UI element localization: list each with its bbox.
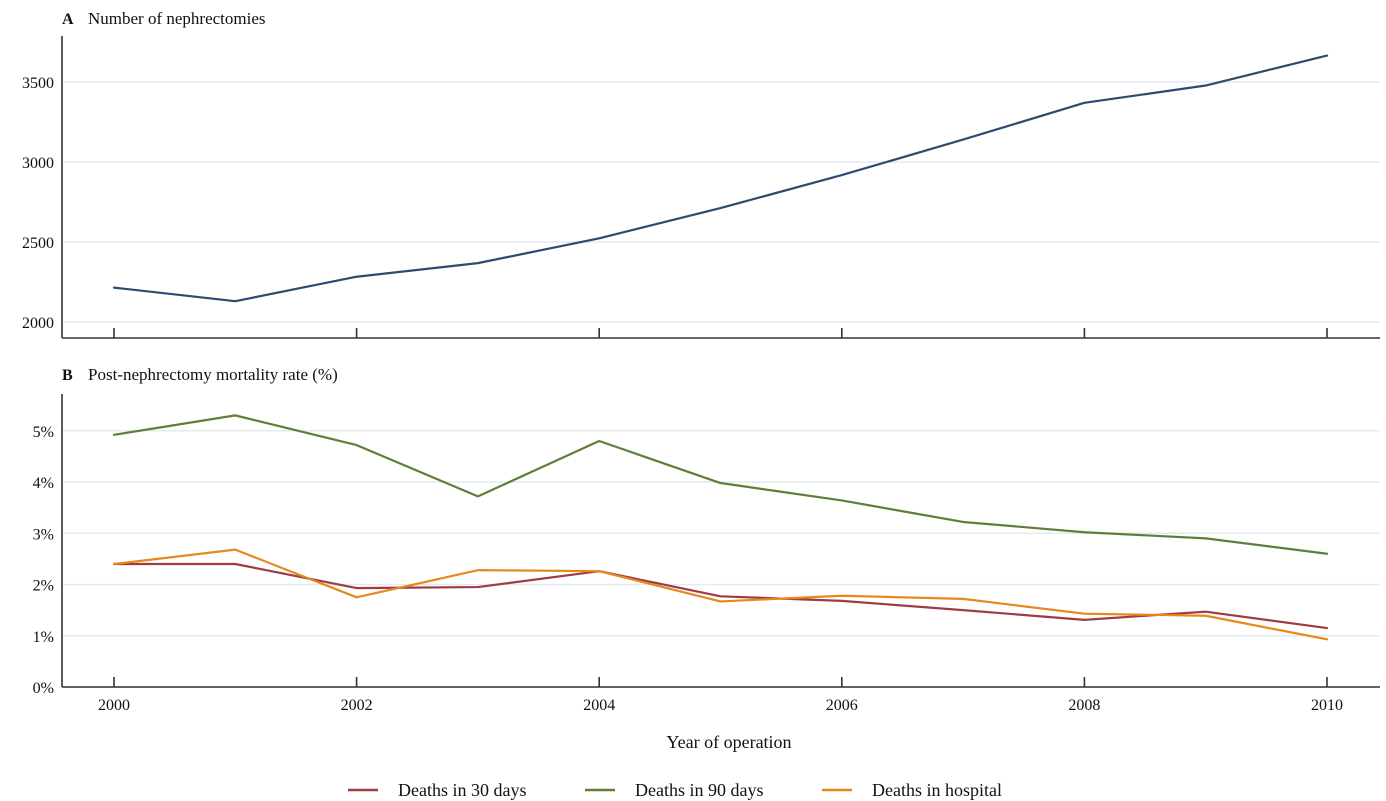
- legend: Deaths in 30 days Deaths in 90 days Deaths…: [348, 780, 1002, 800]
- b-y-tick-label: 1%: [33, 629, 54, 646]
- panel-b-x-tick-labels: 2000 2002 2004 2006 2008 2010: [98, 697, 1343, 714]
- x-tick-label: 2004: [583, 697, 615, 714]
- b-y-tick-label: 3%: [33, 526, 54, 543]
- panel-a: A Number of nephrectomies 2000 2500 3000 35…: [22, 9, 1380, 339]
- legend-label: Deaths in 30 days: [398, 780, 526, 800]
- x-axis-title: Year of operation: [666, 732, 791, 752]
- panel-a-axes: [61, 36, 1380, 339]
- panel-a-y-tick-labels: 2000 2500 3000 3500: [22, 75, 54, 332]
- b-y-tick-label: 0%: [33, 680, 54, 697]
- panel-a-series: [112, 54, 1329, 303]
- panel-a-letter: A: [62, 11, 74, 28]
- b-y-tick-label: 4%: [33, 475, 54, 492]
- a-y-tick-label: 2000: [22, 315, 54, 332]
- panel-b-title: Post-nephrectomy mortality rate (%): [88, 365, 338, 384]
- panel-b-series: [112, 414, 1329, 641]
- panel-a-title: Number of nephrectomies: [88, 9, 266, 28]
- x-tick-label: 2000: [98, 697, 130, 714]
- a-y-tick-label: 3000: [22, 155, 54, 172]
- panel-a-grid: [62, 81, 1380, 323]
- a-y-tick-label: 2500: [22, 235, 54, 252]
- series-line-deaths-in-30-days: [112, 562, 1329, 630]
- x-tick-label: 2010: [1311, 697, 1343, 714]
- panel-b: B Post-nephrectomy mortality rate (%) 0%…: [33, 365, 1380, 752]
- panel-b-y-tick-labels: 0% 1% 2% 3% 4% 5%: [33, 424, 54, 697]
- b-y-tick-label: 2%: [33, 578, 54, 595]
- series-line-deaths-in-hospital: [112, 548, 1329, 641]
- panel-b-letter: B: [62, 367, 73, 384]
- x-tick-label: 2006: [826, 697, 858, 714]
- x-tick-label: 2002: [341, 697, 373, 714]
- a-y-tick-label: 3500: [22, 75, 54, 92]
- b-y-tick-label: 5%: [33, 424, 54, 441]
- series-line-deaths-in-90-days: [112, 414, 1329, 555]
- x-tick-label: 2008: [1068, 697, 1100, 714]
- legend-label: Deaths in hospital: [872, 780, 1002, 800]
- legend-label: Deaths in 90 days: [635, 780, 763, 800]
- panel-b-axes: [61, 394, 1380, 688]
- series-line-nephrectomies: [112, 54, 1329, 303]
